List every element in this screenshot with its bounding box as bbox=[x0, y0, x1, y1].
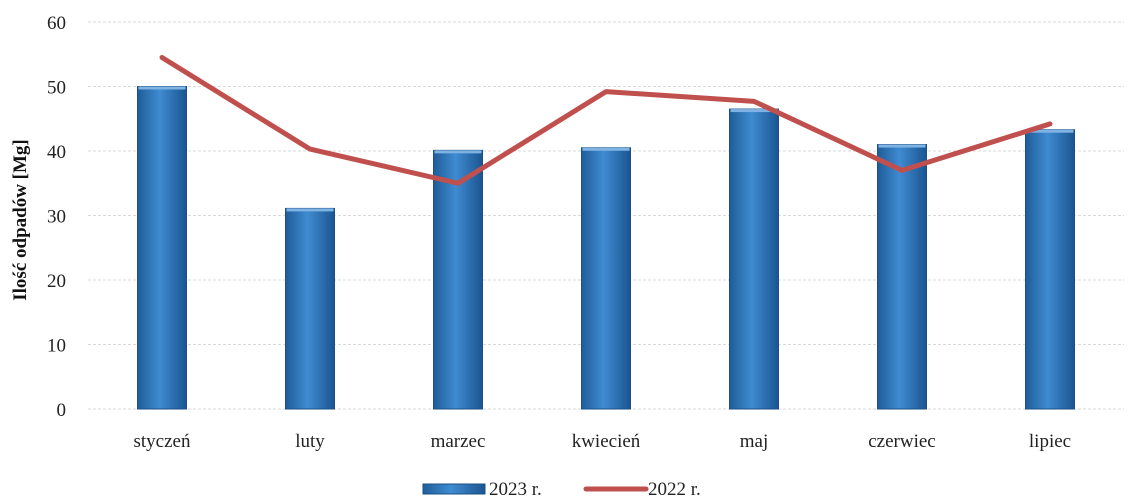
bar-highlight bbox=[730, 109, 778, 113]
bar-2023-5 bbox=[877, 144, 927, 410]
x-tick-label: luty bbox=[295, 431, 325, 452]
bar-highlight bbox=[1026, 129, 1074, 133]
bar-series bbox=[137, 86, 1075, 410]
bar-2023-0 bbox=[137, 86, 187, 410]
legend-label-2023: 2023 r. bbox=[489, 479, 542, 499]
legend-label-2022: 2022 r. bbox=[648, 479, 701, 499]
y-tick-label: 30 bbox=[47, 207, 66, 228]
x-tick-label: czerwiec bbox=[868, 431, 936, 452]
x-tick-label: marzec bbox=[431, 431, 486, 452]
bar-highlight bbox=[434, 150, 482, 154]
y-axis-label: Ilość odpadów [Mg] bbox=[10, 139, 31, 301]
line-series bbox=[159, 54, 1053, 186]
x-tick-label: lipiec bbox=[1029, 431, 1071, 452]
bar-2023-1 bbox=[285, 207, 335, 410]
x-tick-label: maj bbox=[740, 431, 769, 452]
bar-2023-2 bbox=[433, 149, 483, 410]
bar-highlight bbox=[138, 86, 186, 90]
bar-2023-3 bbox=[581, 147, 631, 410]
bar-highlight bbox=[286, 208, 334, 212]
y-tick-label: 50 bbox=[47, 78, 66, 99]
x-tick-label: kwiecień bbox=[572, 431, 641, 452]
y-axis-ticks: 0 10 20 30 40 50 60 bbox=[47, 13, 66, 421]
bar-2023-4 bbox=[729, 108, 779, 410]
y-tick-label: 40 bbox=[47, 142, 66, 163]
y-tick-label: 60 bbox=[47, 13, 66, 34]
legend-swatch-2023 bbox=[422, 483, 486, 495]
bar-highlight bbox=[582, 147, 630, 151]
y-tick-label: 0 bbox=[57, 400, 67, 421]
x-tick-label: styczeń bbox=[134, 431, 191, 452]
legend: 2023 r. 2022 r. bbox=[422, 479, 701, 499]
bar-2023-6 bbox=[1025, 129, 1075, 410]
line-2022 bbox=[159, 54, 1053, 186]
y-tick-label: 20 bbox=[47, 271, 66, 292]
x-axis-ticks: styczeń luty marzec kwiecień maj czerwiec lipi… bbox=[134, 431, 1072, 452]
y-tick-label: 10 bbox=[47, 336, 66, 357]
bar-highlight bbox=[878, 144, 926, 148]
